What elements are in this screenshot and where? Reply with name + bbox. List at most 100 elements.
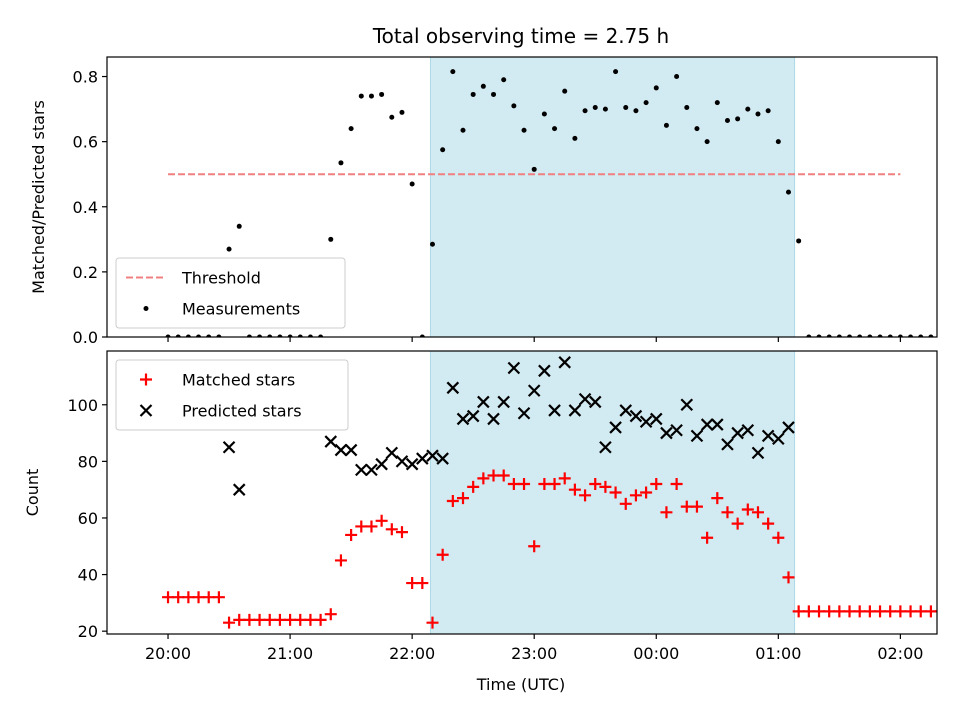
data-point xyxy=(507,478,520,491)
data-point xyxy=(792,605,805,618)
data-point xyxy=(429,241,435,247)
data-point xyxy=(531,166,537,172)
data-point xyxy=(436,548,449,561)
data-point xyxy=(345,528,358,541)
data-point xyxy=(741,503,754,516)
data-point xyxy=(375,514,388,527)
data-point xyxy=(623,104,629,110)
data-point xyxy=(928,334,934,337)
data-point xyxy=(334,443,348,457)
data-point xyxy=(704,139,710,145)
data-point xyxy=(196,334,202,337)
data-point xyxy=(405,457,419,471)
data-point xyxy=(365,520,378,533)
data-point xyxy=(304,613,317,626)
data-point xyxy=(796,238,802,244)
data-point xyxy=(572,135,578,141)
data-point xyxy=(257,334,263,337)
data-point xyxy=(253,613,266,626)
y-tick-label: 0.6 xyxy=(73,133,98,152)
data-point xyxy=(457,492,470,505)
data-point xyxy=(477,395,490,409)
data-point xyxy=(897,334,903,337)
data-point xyxy=(735,116,741,122)
data-point xyxy=(297,334,303,337)
data-point xyxy=(826,334,832,337)
data-point xyxy=(162,591,175,604)
data-point xyxy=(236,223,242,229)
data-point xyxy=(694,126,700,132)
data-point xyxy=(806,334,812,337)
data-point xyxy=(609,486,622,499)
series-matched-stars xyxy=(162,469,937,629)
data-point xyxy=(823,605,836,618)
data-point xyxy=(690,500,703,513)
data-point xyxy=(721,506,734,519)
data-point xyxy=(578,392,592,406)
axes-frame xyxy=(106,56,938,338)
legend-swatch xyxy=(139,404,153,417)
data-point xyxy=(385,523,398,536)
x-tick-label: 02:00 xyxy=(877,644,923,663)
data-point xyxy=(782,421,795,434)
data-point xyxy=(887,334,893,337)
data-point xyxy=(324,435,338,448)
data-point xyxy=(761,429,775,443)
data-point xyxy=(307,334,313,337)
x-tick-label: 00:00 xyxy=(633,644,679,663)
data-point xyxy=(446,381,460,395)
y-tick-label: 0.0 xyxy=(73,328,98,347)
data-point xyxy=(918,334,924,337)
data-point xyxy=(755,111,761,117)
data-point xyxy=(914,605,927,618)
y-tick-label: 80 xyxy=(78,452,98,471)
data-point xyxy=(233,613,246,626)
data-point xyxy=(324,608,337,621)
data-point xyxy=(487,469,500,482)
x-tick-label: 21:00 xyxy=(267,644,313,663)
axes-frame xyxy=(106,350,938,635)
data-point xyxy=(202,591,215,604)
y-tick-label: 100 xyxy=(67,396,98,415)
data-point xyxy=(741,423,755,437)
data-point xyxy=(640,486,653,499)
data-point xyxy=(785,189,791,195)
data-point xyxy=(908,334,914,337)
data-point xyxy=(568,483,581,496)
data-point xyxy=(711,418,724,431)
data-point xyxy=(460,127,466,133)
x-axis-label: Time (UTC) xyxy=(476,675,565,694)
data-point xyxy=(772,432,785,446)
y-tick-label: 20 xyxy=(78,622,98,641)
data-point xyxy=(314,613,327,626)
chart-title: Total observing time = 2.75 h xyxy=(372,24,669,48)
data-point xyxy=(466,409,480,423)
data-point xyxy=(599,480,612,493)
data-point xyxy=(660,426,673,440)
data-point xyxy=(368,93,374,99)
data-point xyxy=(843,605,856,618)
data-point xyxy=(318,334,324,337)
data-point xyxy=(436,452,449,465)
x-tick-label: 23:00 xyxy=(511,644,557,663)
data-point xyxy=(507,361,521,375)
data-point xyxy=(653,85,659,91)
legend-label: Threshold xyxy=(181,269,261,288)
data-point xyxy=(633,108,639,114)
data-point xyxy=(619,404,633,417)
data-point xyxy=(649,412,663,426)
legend-swatch xyxy=(143,306,149,311)
data-point xyxy=(548,478,561,491)
series-measurements xyxy=(165,69,944,340)
data-point xyxy=(589,478,602,491)
data-point xyxy=(232,483,246,496)
x-tick-label: 20:00 xyxy=(145,644,191,663)
legend: Threshold Measurements xyxy=(115,257,346,329)
data-point xyxy=(527,384,541,397)
y-tick-label: 0.4 xyxy=(73,198,98,217)
data-point xyxy=(650,478,663,491)
data-point xyxy=(853,605,866,618)
data-point xyxy=(355,463,368,477)
data-point xyxy=(939,335,944,340)
